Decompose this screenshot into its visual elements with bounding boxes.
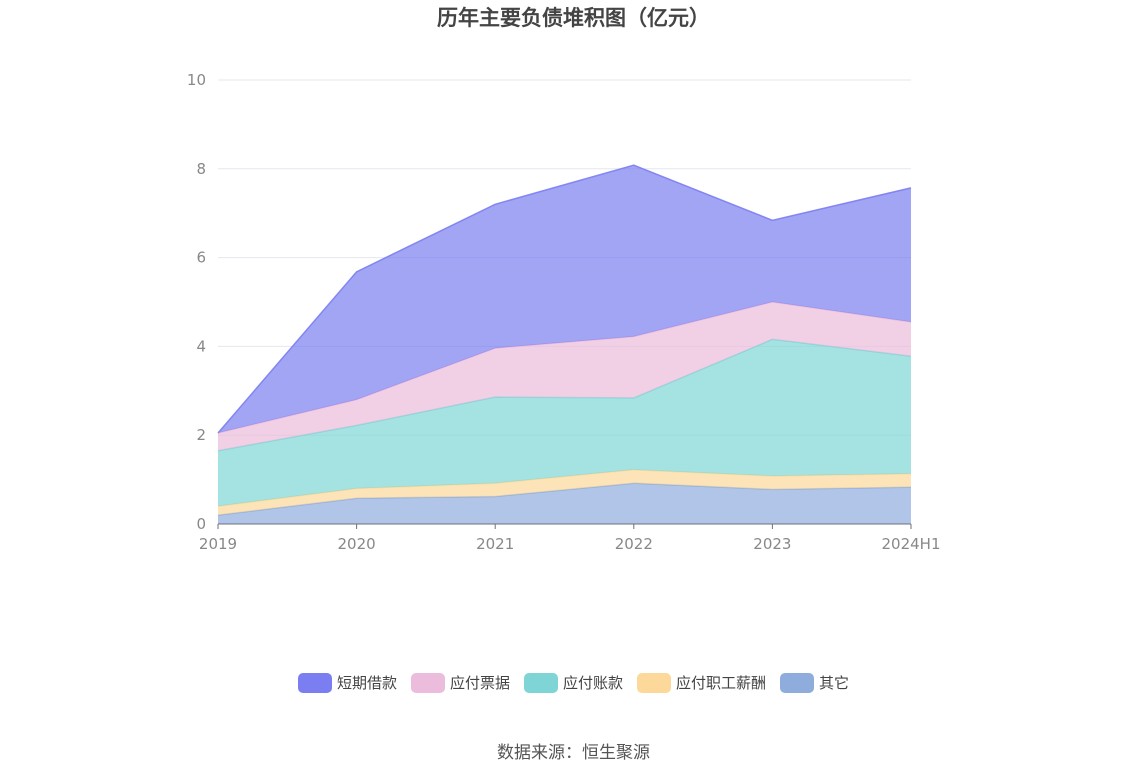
x-tick-label: 2020 <box>338 535 376 553</box>
area-短期借款 <box>218 165 911 433</box>
legend: 短期借款 应付票据 应付账款 应付职工薪酬 其它 <box>0 672 1147 693</box>
y-tick-label: 6 <box>196 249 206 267</box>
area-应付票据 <box>218 302 911 451</box>
axes: 0 2 4 6 8 10 2019 2020 2021 2022 2023 2024H1 <box>187 71 941 553</box>
legend-item[interactable]: 应付职工薪酬 <box>637 672 766 693</box>
y-tick-label: 10 <box>187 71 206 89</box>
y-tick-label: 0 <box>196 515 206 533</box>
legend-swatch <box>297 672 332 693</box>
area-series <box>217 164 912 524</box>
y-tick-label: 4 <box>196 337 206 355</box>
legend-swatch <box>780 672 815 693</box>
area-应付职工薪酬 <box>218 469 911 516</box>
x-tick-label: 2023 <box>753 535 791 553</box>
legend-label: 应付票据 <box>449 674 510 692</box>
area-其它 <box>218 483 911 524</box>
legend-item[interactable]: 应付票据 <box>410 672 510 693</box>
legend-item[interactable]: 其它 <box>780 672 849 693</box>
x-tick-label: 2022 <box>615 535 653 553</box>
legend-label: 其它 <box>819 674 850 692</box>
data-source: 数据来源：恒生聚源 <box>497 743 650 763</box>
legend-item[interactable]: 应付账款 <box>523 672 623 693</box>
area-应付账款 <box>218 339 911 507</box>
legend-label: 应付账款 <box>562 674 623 692</box>
chart-title: 历年主要负债堆积图（亿元） <box>437 6 710 30</box>
legend-swatch <box>637 672 671 693</box>
legend-swatch <box>523 672 558 693</box>
y-tick-label: 8 <box>196 160 206 178</box>
legend-label: 应付职工薪酬 <box>676 674 767 692</box>
line-短期借款 <box>217 164 912 434</box>
x-tick-label: 2019 <box>199 535 237 553</box>
legend-swatch <box>410 672 445 693</box>
x-tick-label: 2021 <box>476 535 514 553</box>
legend-label: 短期借款 <box>336 674 397 692</box>
x-tick-label: 2024H1 <box>882 535 941 553</box>
line-应付账款 <box>217 338 912 452</box>
y-tick-label: 2 <box>196 426 206 444</box>
legend-item[interactable]: 短期借款 <box>297 672 397 693</box>
